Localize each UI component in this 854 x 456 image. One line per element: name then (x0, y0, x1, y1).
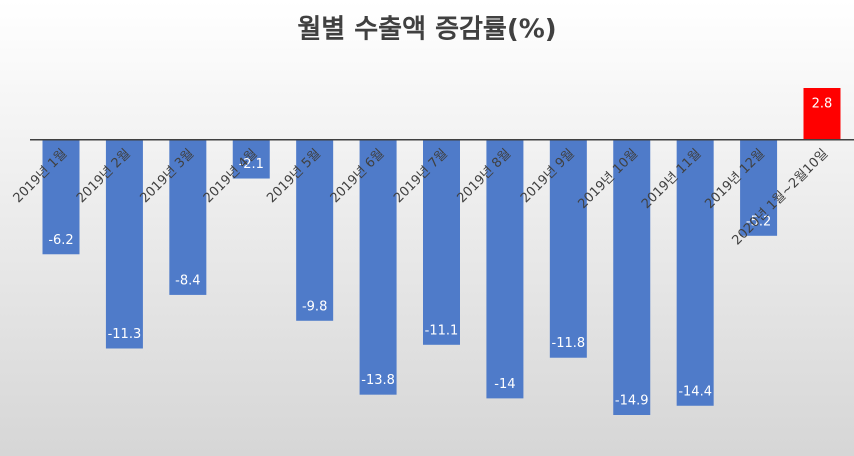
chart-title: 월별 수출액 증감률(%) (297, 15, 556, 45)
data-label: -14.4 (678, 384, 712, 399)
data-label: -11.8 (552, 336, 586, 351)
data-label: -8.4 (175, 273, 200, 288)
data-label: -9.8 (302, 299, 327, 314)
data-label: 2.8 (812, 97, 833, 112)
bar (423, 139, 460, 345)
bar (169, 139, 207, 295)
data-label: -2.1 (239, 157, 264, 172)
data-label: -6.2 (48, 233, 73, 248)
bar (232, 139, 270, 179)
bar (359, 139, 397, 395)
bar (803, 88, 841, 140)
bar (676, 139, 714, 406)
bar (296, 139, 334, 321)
data-label: -11.1 (425, 323, 459, 338)
bar (613, 139, 651, 415)
data-label: -13.8 (361, 373, 395, 388)
data-label: -14.9 (615, 394, 649, 409)
bar (549, 139, 587, 358)
data-label: -14 (494, 377, 515, 392)
data-label: -5.2 (746, 214, 771, 229)
data-label: -11.3 (108, 327, 142, 342)
bar (486, 139, 524, 399)
bar (42, 139, 80, 255)
bar (740, 139, 778, 236)
bar (105, 139, 143, 349)
